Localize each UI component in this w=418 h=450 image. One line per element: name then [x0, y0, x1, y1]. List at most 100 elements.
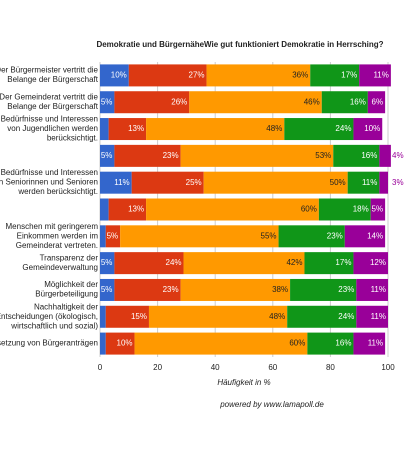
bar-segment	[356, 278, 388, 301]
value-label: 16%	[335, 339, 351, 348]
value-label: 10%	[364, 124, 380, 133]
value-label: 3%	[392, 178, 404, 187]
value-label: 24%	[338, 312, 354, 321]
bar-segment	[203, 171, 348, 194]
bar-segment	[105, 225, 121, 248]
y-tick-label: e Bedürfnisse und Interessen von Seniorin…	[0, 168, 98, 196]
chart-title: Demokratie und BürgernäheWie gut funktio…	[96, 40, 383, 49]
y-tick-label: Der Bürgermeister vertritt die Belange de…	[0, 66, 99, 85]
value-label: 5%	[101, 285, 113, 294]
value-label: 16%	[361, 151, 377, 160]
bar-segment	[379, 144, 391, 167]
value-label: 13%	[128, 124, 144, 133]
value-label: 46%	[304, 97, 320, 106]
y-tick-label: e Bedürfnisse und Interessen von Jugendli…	[0, 115, 98, 143]
bar-segment	[183, 252, 305, 275]
value-label: 17%	[335, 258, 351, 267]
bar-segment	[114, 252, 184, 275]
bar-segment	[100, 91, 115, 114]
value-label: 26%	[171, 97, 187, 106]
value-label: 48%	[269, 312, 285, 321]
bar-segment	[278, 225, 345, 248]
value-label: 23%	[327, 231, 343, 240]
y-tick-label: Möglichkeit der Bürgerbeteiligung	[35, 280, 98, 299]
value-label: 23%	[163, 151, 179, 160]
value-label: 6%	[372, 97, 384, 106]
bar-segment	[321, 91, 368, 114]
bar-segment	[310, 64, 360, 87]
y-tick-label: Menschen mit geringerem Einkommen werden …	[6, 222, 99, 250]
bar-segment	[180, 278, 291, 301]
value-label: 14%	[367, 231, 383, 240]
value-label: 5%	[101, 258, 113, 267]
value-label: 16%	[350, 97, 366, 106]
value-label: 42%	[286, 258, 302, 267]
value-label: 53%	[315, 151, 331, 160]
y-tick-label: Transparenz der Gemeindeverwaltung	[22, 253, 98, 272]
value-label: 23%	[163, 285, 179, 294]
bar-segment	[318, 198, 371, 221]
value-label: 10%	[111, 71, 127, 80]
y-tick-label: Der Gemeinderat vertritt die Belange der …	[0, 93, 99, 112]
bar-segment	[353, 118, 383, 141]
bar-segment	[100, 198, 109, 221]
x-tick-label: 60	[268, 363, 277, 372]
value-label: 11%	[371, 312, 386, 321]
bar-segment	[108, 198, 147, 221]
bar-segment	[134, 332, 308, 355]
value-label: 24%	[335, 124, 351, 133]
bar-segment	[128, 64, 207, 87]
bar-segment	[108, 118, 147, 141]
value-label: 27%	[189, 71, 205, 80]
bar-segment	[356, 305, 388, 328]
bar-segment	[347, 171, 380, 194]
bar-segment	[367, 91, 386, 114]
bar-segment	[353, 252, 388, 275]
bar-segment	[100, 144, 115, 167]
value-label: 60%	[301, 205, 317, 214]
bar-segment	[114, 278, 181, 301]
value-label: 11%	[371, 285, 386, 294]
bar-segment	[148, 305, 288, 328]
value-label: 55%	[261, 231, 277, 240]
x-axis-label: Häufigkeit in %	[217, 378, 270, 387]
bar-segment	[189, 91, 322, 114]
x-tick-label: 20	[153, 363, 162, 372]
x-tick-label: 0	[98, 363, 103, 372]
bar-segment	[114, 144, 181, 167]
bar-segment	[344, 225, 386, 248]
value-label: 25%	[186, 178, 202, 187]
bar-segment	[105, 305, 149, 328]
bar-segment	[287, 305, 357, 328]
value-label: 12%	[370, 258, 386, 267]
bar-segment	[206, 64, 311, 87]
bar-segment	[180, 144, 334, 167]
bar-segment	[100, 252, 115, 275]
value-label: 5%	[101, 97, 113, 106]
value-label: 60%	[289, 339, 305, 348]
value-label: 38%	[272, 285, 288, 294]
bar-segment	[307, 332, 354, 355]
value-label: 5%	[107, 231, 119, 240]
y-tick-label: Nachhaltigkeit der Entscheidungen (ökolog…	[0, 302, 98, 330]
value-label: 4%	[392, 151, 404, 160]
value-label: 18%	[353, 205, 369, 214]
value-label: 24%	[166, 258, 182, 267]
value-label: 11%	[362, 178, 377, 187]
bar-segment	[105, 332, 135, 355]
value-label: 11%	[373, 71, 388, 80]
bar-segment	[100, 64, 129, 87]
value-label: 36%	[292, 71, 308, 80]
footer: powered by www.lamapoll.de	[219, 400, 324, 409]
bar-segment	[100, 225, 106, 248]
bar-segment	[114, 91, 190, 114]
bar-segment	[146, 198, 319, 221]
bar-segment	[100, 278, 115, 301]
bar-segment	[131, 171, 204, 194]
value-label: 48%	[266, 124, 282, 133]
bar-segment	[284, 118, 354, 141]
value-label: 15%	[131, 312, 147, 321]
bar-segment	[290, 278, 357, 301]
bar-segment	[359, 64, 391, 87]
bar-segment	[100, 171, 132, 194]
